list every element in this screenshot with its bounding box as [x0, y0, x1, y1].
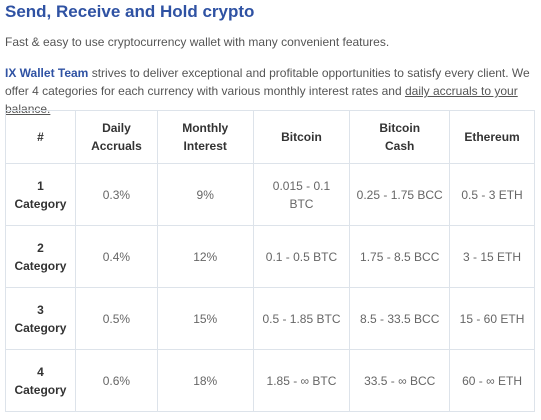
intro: IX Wallet Team strives to deliver except… — [5, 64, 535, 118]
table-cell: 0.6% — [74, 349, 158, 412]
table-cell: 12% — [156, 225, 254, 288]
header-row: # Daily Accruals Monthly Interest Bitcoin Bi… — [5, 110, 535, 164]
cell-text: 0.3% — [102, 187, 131, 202]
cell-text: 0.015 - 0.1 BTC — [272, 178, 331, 211]
table-cell: 15 - 60 ETH — [449, 287, 535, 350]
column-header: Ethereum — [449, 110, 535, 164]
column-header-text: Monthly Interest — [182, 121, 229, 153]
column-header-text: Bitcoin — [281, 130, 322, 144]
cell-text: 15% — [193, 311, 218, 326]
column-header: Bitcoin — [252, 110, 351, 164]
row-label: 4 Category — [5, 349, 76, 412]
table-cell: 0.3% — [74, 163, 158, 226]
table-row: 1 Category 0.3% 9% 0.015 - 0.1 BTC 0.25 - 1.… — [5, 163, 535, 226]
cell-text: 0.25 - 1.75 BCC — [356, 187, 443, 202]
column-header: Bitcoin Cash — [349, 110, 451, 164]
cell-text: 12% — [193, 249, 218, 264]
table-row: 2 Category 0.4% 12% 0.1 - 0.5 BTC 1.75 - 8.5… — [5, 225, 535, 288]
row-label: 3 Category — [5, 287, 76, 350]
table-cell: 8.5 - 33.5 BCC — [349, 287, 451, 350]
column-header-text: Daily Accruals — [91, 121, 142, 153]
cell-text: 4 Category — [14, 364, 67, 397]
row-label: 2 Category — [5, 225, 76, 288]
table-cell: 15% — [156, 287, 254, 350]
cell-text: 0.5 - 3 ETH — [461, 187, 523, 202]
table-body: 1 Category 0.3% 9% 0.015 - 0.1 BTC 0.25 - 1.… — [5, 163, 535, 412]
team-name: IX Wallet Team — [5, 66, 89, 80]
cell-text: 18% — [193, 373, 218, 388]
cell-text: 8.5 - 33.5 BCC — [360, 311, 440, 326]
cell-text: 0.5 - 1.85 BTC — [262, 311, 341, 326]
subtitle: Fast & easy to use cryptocurrency wallet… — [5, 35, 390, 49]
table-row: 3 Category 0.5% 15% 0.5 - 1.85 BTC 8.5 - 33.… — [5, 287, 535, 350]
cell-text: 0.4% — [102, 249, 131, 264]
table-cell: 18% — [156, 349, 254, 412]
table-cell: 0.5 - 1.85 BTC — [252, 287, 351, 350]
table-cell: 0.015 - 0.1 BTC — [252, 163, 351, 226]
table-cell: 0.25 - 1.75 BCC — [349, 163, 451, 226]
cell-text: 3 - 15 ETH — [463, 249, 522, 264]
row-label: 1 Category — [5, 163, 76, 226]
column-header-text: Bitcoin Cash — [379, 121, 421, 153]
table-cell: 0.5% — [74, 287, 158, 350]
intro-text: strives to deliver exceptional and profi… — [5, 66, 530, 98]
column-header: Daily Accruals — [74, 110, 158, 164]
table-cell: 1.75 - 8.5 BCC — [349, 225, 451, 288]
table-cell: 0.5 - 3 ETH — [449, 163, 535, 226]
column-header: # — [5, 110, 76, 164]
cell-text: 1.85 - ∞ BTC — [266, 373, 337, 388]
cell-text: 0.5% — [102, 311, 131, 326]
cell-text: 9% — [196, 187, 214, 202]
cell-text: 33.5 - ∞ BCC — [364, 373, 436, 388]
table-row: 4 Category 0.6% 18% 1.85 - ∞ BTC 33.5 - ∞ BC… — [5, 349, 535, 412]
table-cell: 9% — [156, 163, 254, 226]
table-cell: 60 - ∞ ETH — [449, 349, 535, 412]
rates-table: # Daily Accruals Monthly Interest Bitcoin Bi… — [5, 110, 535, 412]
cell-text: 0.6% — [102, 373, 131, 388]
column-header: Monthly Interest — [156, 110, 254, 164]
table-cell: 0.1 - 0.5 BTC — [252, 225, 351, 288]
table-cell: 0.4% — [74, 225, 158, 288]
cell-text: 2 Category — [14, 240, 67, 273]
table-cell: 1.85 - ∞ BTC — [252, 349, 351, 412]
cell-text: 0.1 - 0.5 BTC — [265, 249, 338, 264]
table-cell: 3 - 15 ETH — [449, 225, 535, 288]
column-header-text: Ethereum — [464, 130, 520, 144]
column-header-text: # — [37, 130, 44, 144]
title: Send, Receive and Hold crypto — [5, 2, 255, 21]
cell-text: 60 - ∞ ETH — [462, 373, 522, 388]
cell-text: 15 - 60 ETH — [459, 311, 525, 326]
table-cell: 33.5 - ∞ BCC — [349, 349, 451, 412]
cell-text: 3 Category — [14, 302, 67, 335]
cell-text: 1 Category — [14, 178, 67, 211]
cell-text: 1.75 - 8.5 BCC — [360, 249, 440, 264]
